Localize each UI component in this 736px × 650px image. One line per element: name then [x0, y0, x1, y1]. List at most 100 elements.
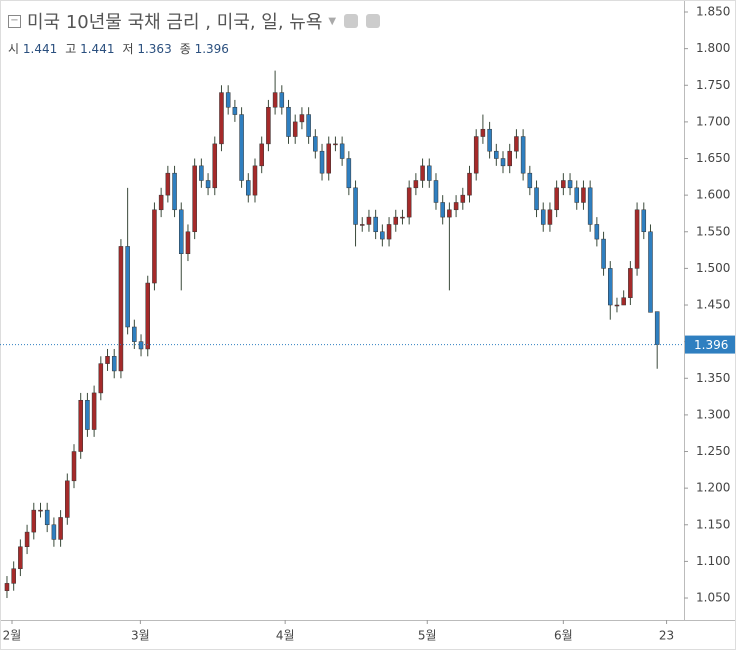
dropdown-arrow[interactable]: ▼	[328, 15, 337, 27]
candle-body	[393, 216, 399, 225]
candle-body	[567, 180, 573, 189]
candle-body	[98, 363, 104, 394]
candle-body	[145, 282, 151, 350]
ohlc-label: 저	[122, 42, 134, 56]
y-tick-label: 1.500	[696, 261, 730, 275]
collapse-icon[interactable]: −	[8, 14, 21, 28]
candle-body	[205, 180, 211, 189]
candle-body	[172, 172, 177, 211]
candle-body	[286, 106, 291, 137]
candle-body	[85, 399, 90, 430]
candle-body	[447, 209, 452, 218]
y-tick-label: 1.200	[696, 481, 730, 495]
x-tick-label: 2월	[3, 629, 22, 643]
candle-body	[561, 180, 566, 189]
candle-body	[91, 392, 97, 430]
candle-body	[38, 509, 43, 512]
candle-body	[259, 143, 264, 167]
candle-body	[44, 509, 50, 526]
price-label: 1.396	[694, 338, 728, 352]
candle-body	[132, 326, 137, 342]
candle-body	[78, 399, 83, 452]
y-tick-label: 1.350	[696, 371, 730, 385]
candle-body	[500, 158, 506, 167]
candle-body	[427, 165, 432, 181]
candle-body	[24, 531, 30, 547]
ohlc-row: 시 1.441 고 1.441 저 1.363 종 1.396	[8, 40, 380, 57]
candle-body	[4, 583, 10, 591]
candle-body	[480, 128, 486, 137]
candle-body	[386, 224, 392, 240]
candle-body	[65, 480, 70, 518]
candle-body	[279, 92, 285, 108]
candle-body	[601, 238, 606, 269]
candle-body	[534, 187, 539, 211]
candle-body	[554, 187, 559, 211]
candle-body	[232, 106, 238, 115]
candle-body	[453, 202, 459, 211]
candle-body	[58, 517, 63, 540]
candle-body	[460, 194, 466, 203]
x-tick-label: 5월	[418, 629, 437, 643]
y-tick-label: 1.600	[696, 188, 730, 202]
candle-body	[420, 165, 425, 181]
y-tick-label: 1.250	[696, 444, 730, 458]
candle-body	[380, 231, 385, 240]
candle-body	[373, 216, 378, 233]
y-tick-label: 1.550	[696, 224, 730, 238]
candle-body	[487, 128, 492, 152]
price-label-box	[685, 335, 735, 354]
candle-body	[339, 143, 345, 159]
candle-body	[440, 202, 445, 218]
candle-body	[628, 268, 633, 298]
candle-body	[514, 136, 519, 152]
y-tick-label: 1.700	[696, 114, 730, 128]
candle-body	[473, 136, 479, 174]
candle-body	[333, 143, 338, 146]
candle-body	[608, 268, 613, 306]
candle-body	[178, 209, 184, 254]
candle-body	[654, 311, 660, 345]
candle-body	[346, 158, 352, 189]
candle-body	[614, 304, 620, 307]
candle-body	[212, 143, 218, 189]
candle-body	[11, 568, 16, 584]
ohlc-value: 1.441	[80, 42, 115, 56]
candle-body	[125, 246, 130, 328]
x-tick-label: 6월	[554, 629, 573, 643]
candle-body	[71, 451, 77, 482]
candle-body	[158, 194, 164, 211]
candle-body	[18, 546, 23, 569]
ohlc-label: 시	[8, 42, 20, 56]
candle-body	[252, 165, 258, 196]
candle-body	[313, 136, 318, 152]
candle-body	[581, 187, 586, 203]
ohlc-value: 1.441	[22, 42, 58, 56]
candle-body	[326, 143, 331, 174]
eye-icon[interactable]	[344, 14, 359, 28]
candle-body	[105, 356, 110, 364]
x-tick-label: 23	[659, 629, 674, 643]
y-tick-label: 1.800	[696, 41, 730, 55]
header: − 미국 10년물 국채 금리 , 미국, 일, 뉴욕 ▼ 시 1.441 고 1…	[8, 8, 381, 57]
candle-body	[246, 180, 251, 196]
candle-body	[51, 524, 57, 540]
candle-body	[359, 224, 365, 226]
candle-body	[413, 180, 419, 189]
settings-icon[interactable]	[366, 14, 381, 28]
candle-body	[165, 172, 171, 196]
y-tick-label: 1.650	[696, 151, 730, 165]
candle-body	[366, 216, 372, 225]
chart-title: 미국 10년물 국채 금리 , 미국, 일, 뉴욕	[27, 12, 323, 33]
candle-body	[648, 231, 653, 313]
candle-body	[574, 187, 580, 203]
candle-body	[239, 114, 244, 181]
title-row: − 미국 10년물 국채 금리 , 미국, 일, 뉴욕 ▼	[8, 8, 381, 34]
candle-body	[299, 114, 305, 123]
candle-body	[225, 92, 231, 108]
candle-body	[547, 209, 553, 225]
ohlc-label: 고	[65, 42, 77, 56]
candle-body	[641, 209, 647, 233]
